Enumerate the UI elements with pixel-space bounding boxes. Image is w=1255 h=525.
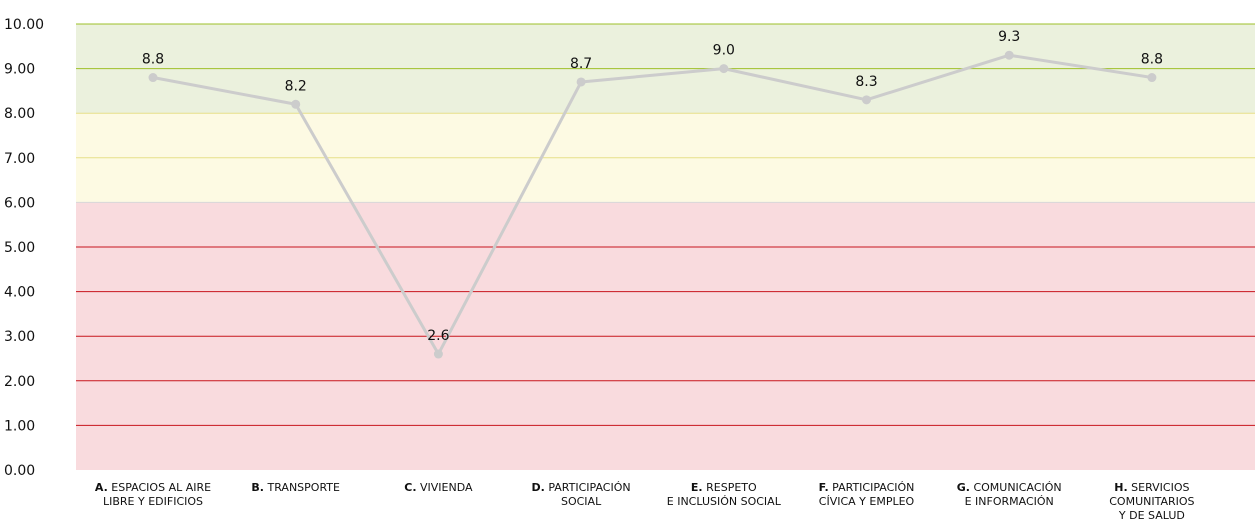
x-category-label: F. PARTICIPACIÓN CÍVICA Y EMPLEO — [819, 481, 915, 508]
x-category-label: G. COMUNICACIÓN E INFORMACIÓN — [957, 481, 1062, 508]
data-label: 9.0 — [713, 43, 735, 59]
y-tick-label: 7.00 — [4, 151, 35, 167]
data-label: 8.2 — [285, 78, 307, 94]
data-point — [862, 95, 871, 105]
x-category-label: E. RESPETO E INCLUSIÓN SOCIAL — [667, 481, 782, 508]
y-tick-label: 9.00 — [4, 62, 35, 78]
y-tick-label: 2.00 — [4, 374, 35, 390]
data-labels: 8.8 8.2 2.6 8.7 9.0 8.3 9.3 8.8 — [142, 29, 1163, 344]
x-category-label: B. TRANSPORTE — [251, 481, 340, 494]
data-point — [291, 99, 301, 109]
series-line — [152, 53, 1153, 356]
y-tick-label: 6.00 — [4, 195, 35, 211]
y-tick-label: 0.00 — [4, 463, 35, 479]
data-label: 8.7 — [570, 56, 592, 72]
data-point — [719, 64, 729, 74]
data-label: 8.3 — [855, 74, 877, 90]
y-tick-label: 3.00 — [4, 329, 35, 345]
y-axis: 0.00 1.00 2.00 3.00 4.00 5.00 6.00 7.00 8.00 9.00… — [4, 17, 44, 479]
y-tick-label: 1.00 — [4, 418, 35, 434]
data-point — [1147, 73, 1157, 83]
series-line-group — [148, 50, 1157, 359]
data-label: 8.8 — [142, 52, 164, 68]
data-label: 8.8 — [1141, 52, 1163, 68]
x-category-label: C. VIVIENDA — [404, 481, 473, 494]
x-category-label: H. SERVICIOS COMUNITARIOS Y DE SALUD — [1109, 481, 1194, 522]
y-tick-label: 5.00 — [4, 240, 35, 256]
data-label: 2.6 — [427, 328, 449, 344]
data-label: 9.3 — [998, 29, 1020, 45]
x-axis: A. ESPACIOS AL AIRE LIBRE Y EDIFICIOS B. T… — [95, 481, 1195, 522]
y-tick-label: 8.00 — [4, 106, 35, 122]
data-point — [576, 77, 586, 87]
x-category-label: D. PARTICIPACIÓN SOCIAL — [532, 481, 631, 508]
y-tick-label: 10.00 — [4, 17, 44, 33]
data-point — [148, 73, 158, 83]
y-tick-label: 4.00 — [4, 285, 35, 301]
x-category-label: A. ESPACIOS AL AIRE LIBRE Y EDIFICIOS — [95, 481, 211, 508]
data-point — [1004, 50, 1014, 60]
data-point — [433, 349, 443, 359]
gridlines — [76, 23, 1255, 426]
